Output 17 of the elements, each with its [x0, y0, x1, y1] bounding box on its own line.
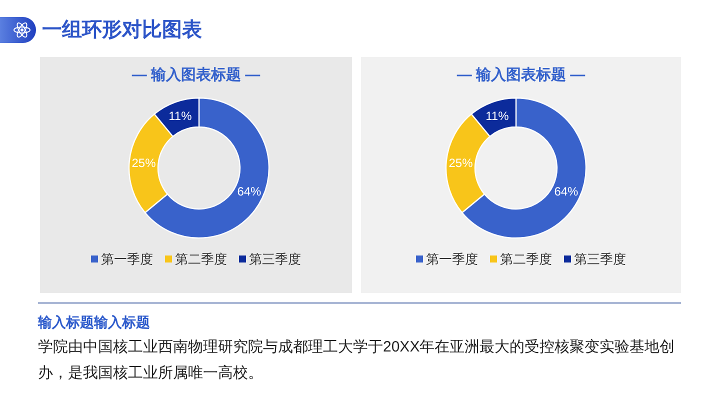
legend-label: 第二季度 [175, 252, 227, 266]
data-label: 11% [168, 108, 192, 123]
text: 输入标题输入标题 [37, 314, 150, 330]
legend-label: 第三季度 [249, 252, 301, 266]
data-label: 25% [132, 156, 156, 170]
chart-title: — 输入图表标题 — [132, 66, 260, 84]
legend-label: 第二季度 [500, 252, 552, 266]
text: 学院由中国核工业西南物理研究院与成都理工大学于20XX年在亚洲最大的受控核聚变实验基地创办，是我国核工业所属唯一高校。 [38, 338, 675, 382]
data-label: 64% [554, 184, 579, 199]
legend-label: 第三季度 [574, 252, 626, 266]
text: 一组环形对比图表 [42, 19, 202, 41]
data-label: 64% [237, 184, 262, 199]
legend-label: 第一季度 [426, 252, 478, 266]
data-label: 11% [486, 108, 510, 123]
data-label: 25% [448, 156, 474, 170]
legend-label: 第一季度 [101, 252, 153, 266]
chart-title: — 输入图表标题 — [456, 66, 586, 84]
